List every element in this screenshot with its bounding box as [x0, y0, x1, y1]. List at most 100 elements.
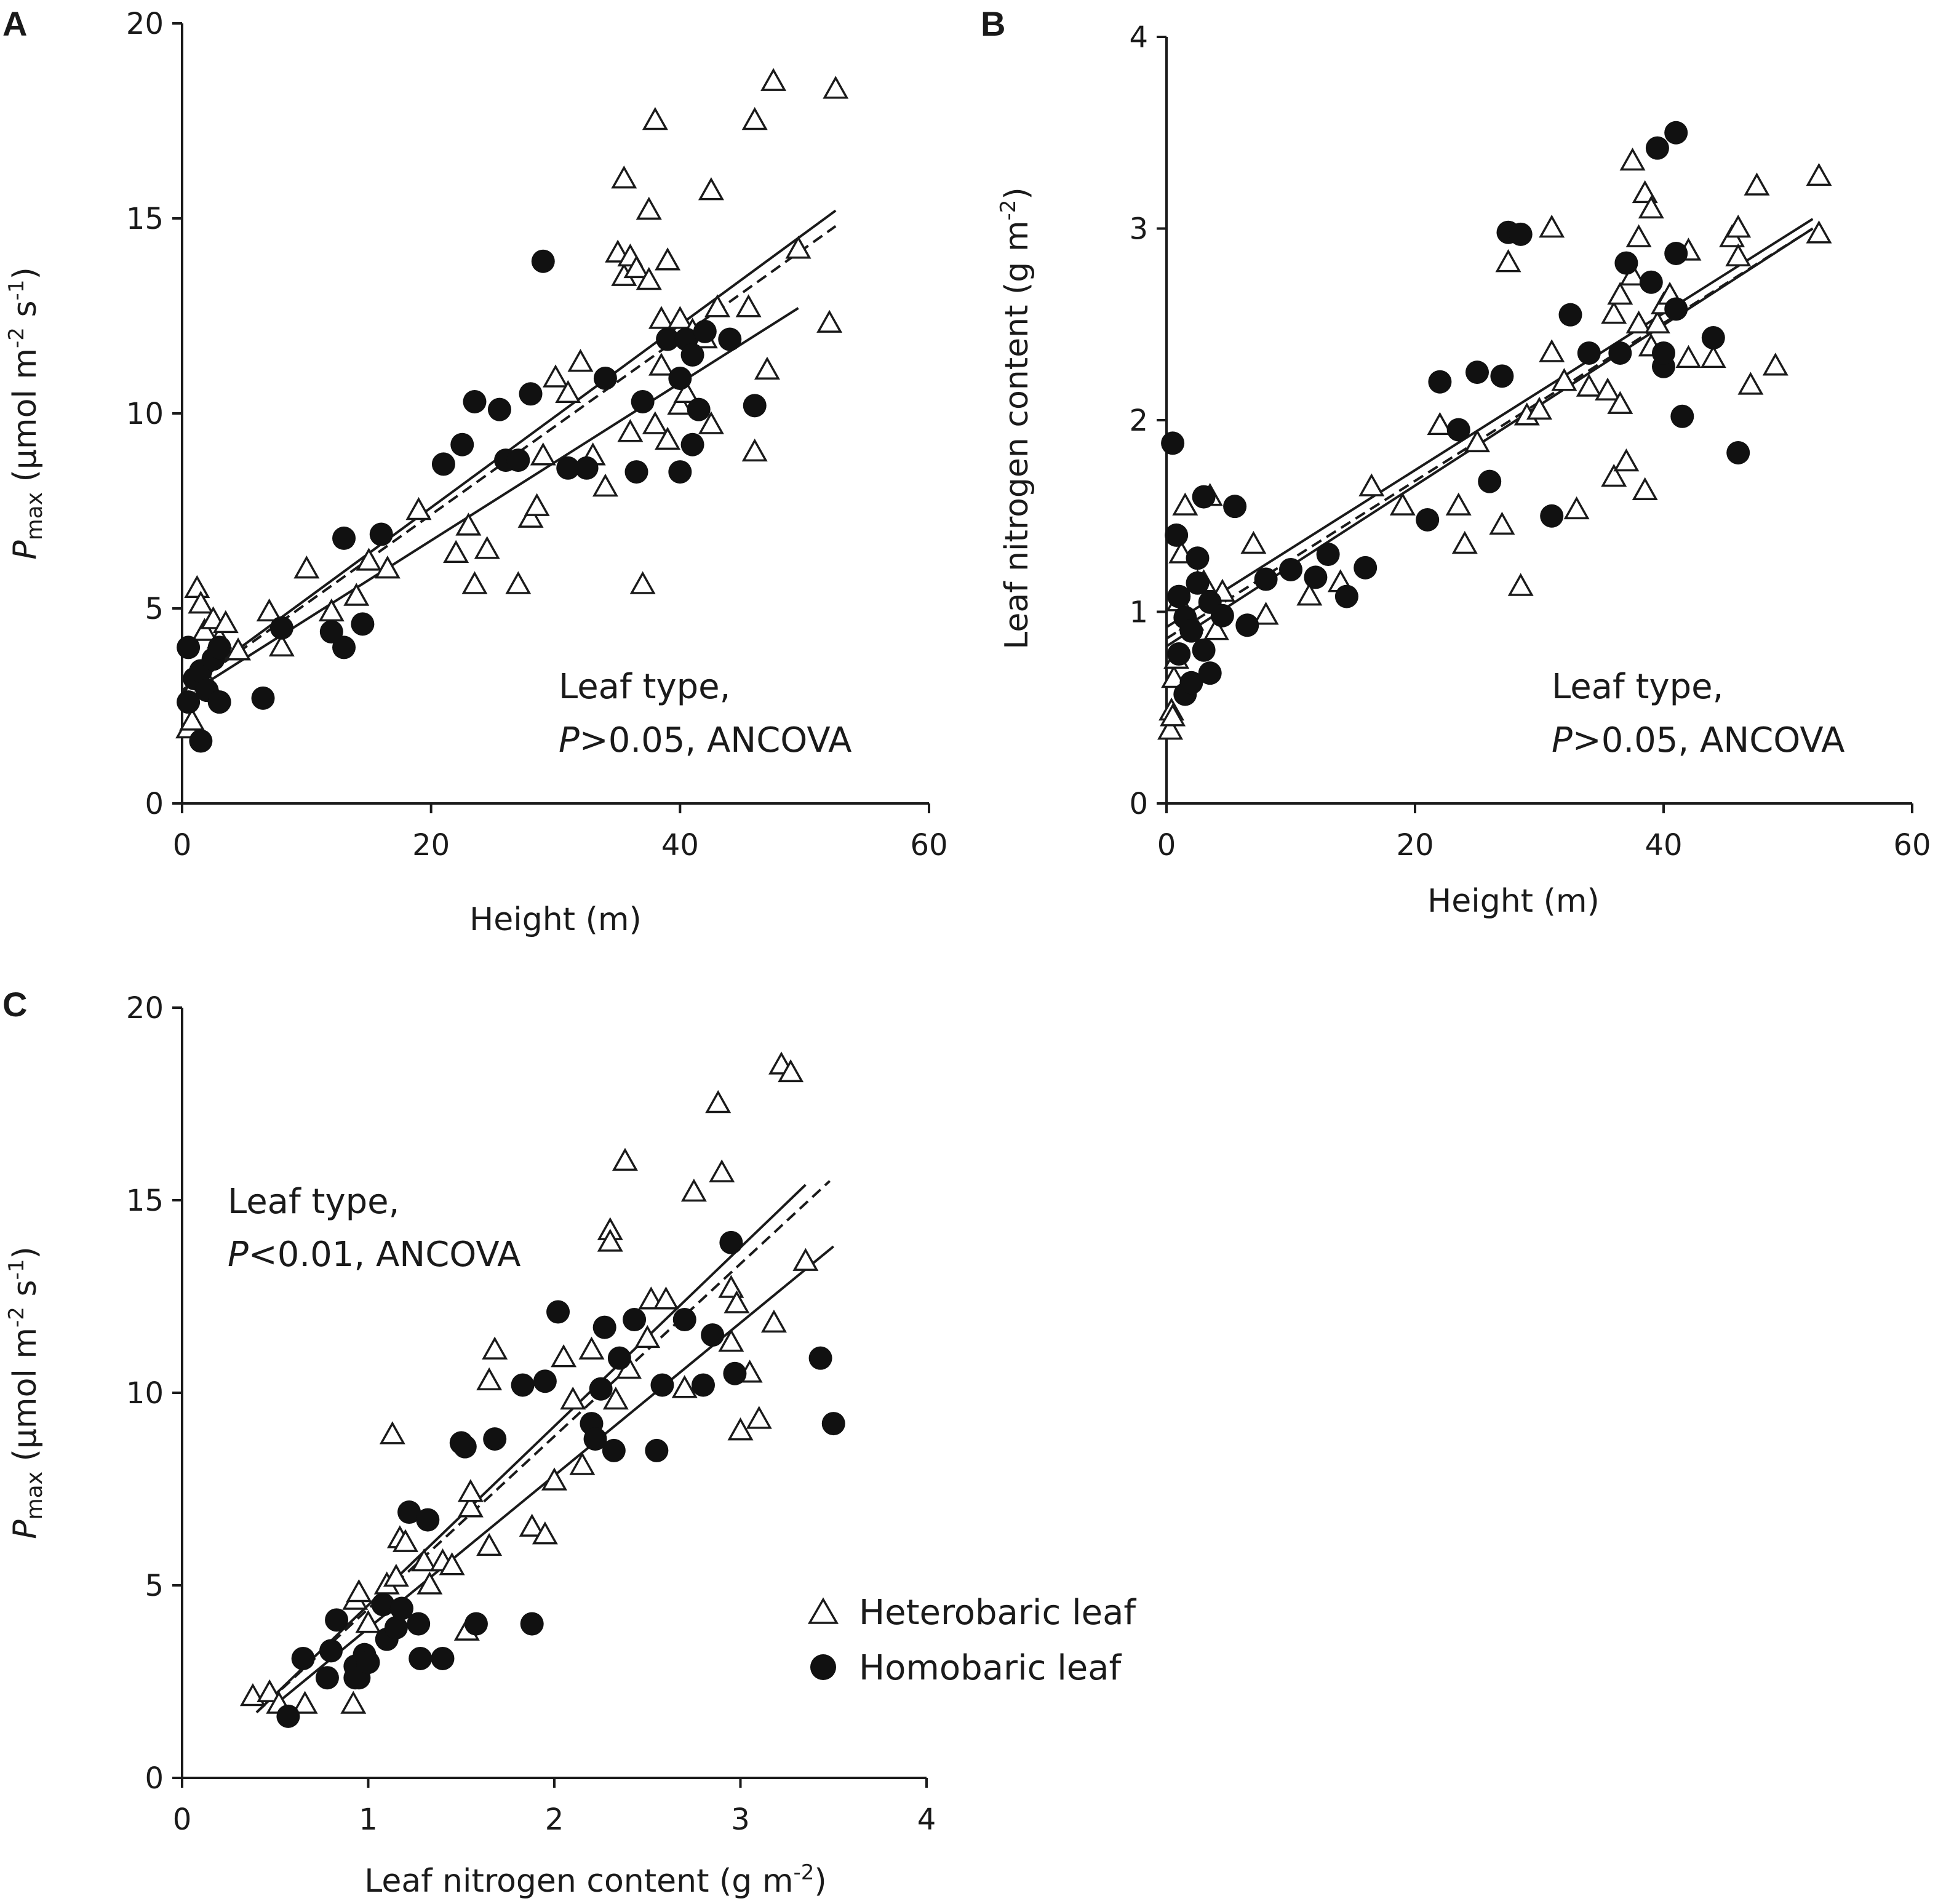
- y-tick-label-a: 10: [126, 397, 164, 431]
- point-heterobaric-b: [1607, 281, 1633, 305]
- y-ticks-b: 0 1 2 3 4: [1129, 20, 1166, 821]
- point-homobaric-a: [431, 452, 455, 476]
- point-heterobaric-c: [541, 1467, 567, 1491]
- annotation-rest-c: <0.01, ANCOVA: [249, 1235, 521, 1275]
- point-heterobaric-a: [655, 426, 681, 450]
- point-heterobaric-a: [179, 707, 205, 731]
- point-heterobaric-c: [578, 1336, 605, 1360]
- legend-heterobaric-label: Heterobaric leaf: [859, 1593, 1136, 1633]
- point-homobaric-a: [624, 460, 648, 484]
- point-heterobaric-b: [1539, 214, 1565, 238]
- y-axis-label-c: Pmax (µmol m-2 s-1): [4, 1246, 47, 1539]
- point-homobaric-a: [718, 327, 742, 351]
- point-homobaric-a: [556, 456, 580, 480]
- point-homobaric-c: [409, 1646, 433, 1670]
- y-tick-label-b: 0: [1129, 787, 1148, 821]
- point-homobaric-c: [821, 1412, 845, 1436]
- point-homobaric-a: [351, 612, 375, 636]
- point-homobaric-a: [519, 382, 543, 406]
- point-heterobaric-b: [1445, 492, 1472, 516]
- y-tick-label-a: 15: [126, 202, 164, 236]
- point-homobaric-b: [1490, 364, 1514, 388]
- point-homobaric-b: [1167, 584, 1191, 608]
- x-tick-label-c: 1: [359, 1802, 378, 1837]
- point-homobaric-b: [1316, 543, 1340, 567]
- point-heterobaric-a: [524, 493, 550, 516]
- point-heterobaric-b: [1806, 220, 1832, 244]
- point-homobaric-b: [1726, 440, 1750, 464]
- point-heterobaric-c: [292, 1691, 318, 1714]
- point-homobaric-a: [450, 432, 474, 456]
- point-heterobaric-b: [1451, 530, 1478, 554]
- point-homobaric-b: [1179, 619, 1203, 643]
- point-homobaric-c: [583, 1427, 607, 1451]
- x-label-sup-c: -2: [793, 1860, 814, 1885]
- point-heterobaric-a: [642, 106, 668, 130]
- point-heterobaric-a: [405, 496, 432, 520]
- point-homobaric-a: [369, 522, 393, 546]
- panel-b: B 0 1 2 3 4 0 20 40 60 Height (m) Leaf nitrogen…: [981, 4, 1931, 920]
- point-homobaric-b: [1198, 661, 1222, 685]
- point-heterobaric-b: [1296, 583, 1323, 606]
- point-heterobaric-b: [1203, 617, 1229, 640]
- point-homobaric-b: [1608, 341, 1632, 365]
- point-heterobaric-c: [532, 1521, 558, 1545]
- y-axis-label-b: Leaf nitrogen content (g m-2): [996, 187, 1035, 649]
- x-tick-label-b: 60: [1893, 828, 1931, 862]
- point-heterobaric-a: [555, 380, 581, 404]
- annotation-line1-b: Leaf type,: [1552, 667, 1723, 707]
- point-homobaric-c: [520, 1612, 544, 1636]
- point-heterobaric-c: [393, 1529, 418, 1552]
- y-label-sub-a: max: [22, 492, 47, 540]
- point-homobaric-c: [319, 1639, 343, 1663]
- point-homobaric-c: [453, 1435, 477, 1459]
- y-tick-label-a: 5: [145, 592, 164, 626]
- point-heterobaric-c: [417, 1571, 443, 1595]
- point-homobaric-c: [645, 1438, 669, 1462]
- point-heterobaric-a: [655, 247, 681, 271]
- point-homobaric-c: [356, 1651, 380, 1675]
- point-heterobaric-b: [1601, 463, 1627, 487]
- point-homobaric-c: [431, 1646, 455, 1670]
- y-label-rest-c: (µmol m: [7, 1328, 44, 1472]
- point-homobaric-a: [531, 249, 555, 273]
- point-heterobaric-b: [1675, 345, 1702, 368]
- point-heterobaric-a: [735, 294, 762, 317]
- point-homobaric-a: [668, 460, 692, 484]
- point-heterobaric-c: [705, 1089, 732, 1113]
- point-homobaric-c: [533, 1369, 557, 1393]
- point-homobaric-a: [743, 394, 767, 418]
- point-heterobaric-b: [1619, 147, 1646, 171]
- y-label-end-a: ): [7, 267, 44, 279]
- point-homobaric-a: [463, 389, 487, 413]
- point-heterobaric-c: [727, 1417, 754, 1441]
- point-homobaric-b: [1354, 556, 1378, 580]
- point-homobaric-c: [808, 1346, 832, 1370]
- y-label-sup2-a: -1: [4, 280, 29, 301]
- point-heterobaric-b: [1161, 664, 1187, 688]
- point-homobaric-b: [1210, 603, 1234, 627]
- y-label-sup1-a: -2: [4, 327, 29, 348]
- point-homobaric-b: [1161, 431, 1185, 455]
- point-homobaric-c: [389, 1596, 413, 1620]
- y-tick-label-c: 5: [145, 1569, 164, 1603]
- point-homobaric-c: [384, 1615, 408, 1639]
- point-heterobaric-c: [551, 1344, 577, 1368]
- x-label-end-c: ): [814, 1863, 826, 1900]
- point-homobaric-c: [623, 1308, 647, 1332]
- point-heterobaric-a: [191, 618, 218, 641]
- point-heterobaric-b: [1526, 396, 1552, 420]
- y-label-sub-c: max: [22, 1472, 47, 1520]
- point-heterobaric-a: [530, 442, 556, 466]
- annotation-line2-a: P>0.05, ANCOVA: [559, 720, 851, 760]
- point-heterobaric-b: [1427, 412, 1453, 436]
- y-tick-label-c: 15: [126, 1184, 164, 1218]
- point-heterobaric-a: [741, 438, 768, 462]
- point-homobaric-a: [680, 343, 704, 367]
- point-homobaric-b: [1446, 418, 1470, 442]
- point-heterobaric-a: [667, 391, 693, 415]
- point-homobaric-c: [416, 1508, 440, 1532]
- point-heterobaric-c: [671, 1375, 698, 1398]
- point-heterobaric-c: [355, 1610, 381, 1633]
- point-homobaric-c: [692, 1373, 715, 1397]
